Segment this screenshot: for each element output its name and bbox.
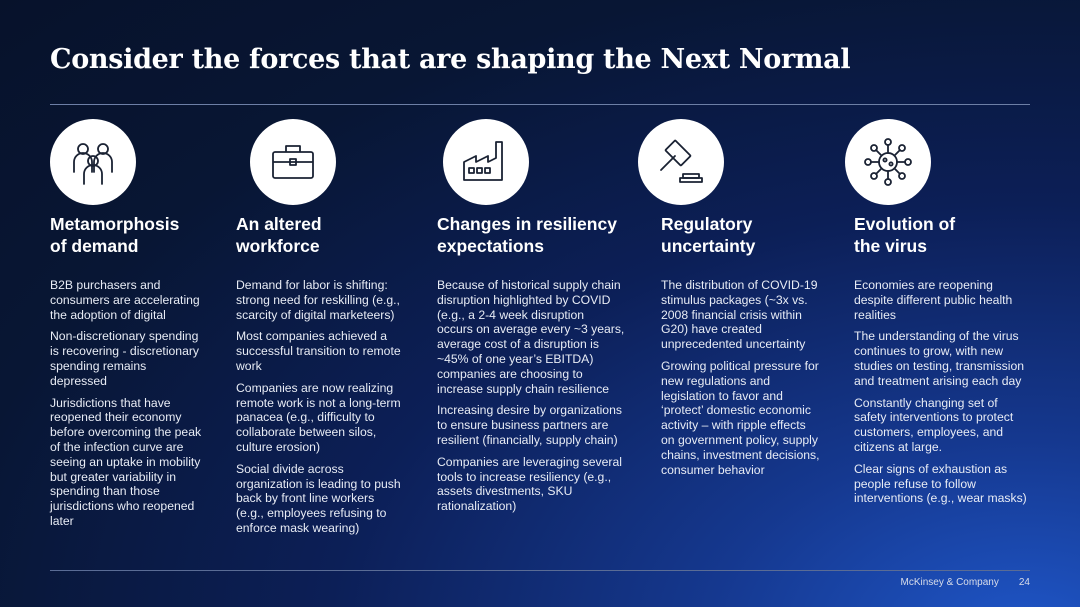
column-paragraph: Demand for labor is shifting: strong nee…	[236, 278, 400, 322]
column-paragraph: Jurisdictions that have reopened their e…	[50, 395, 202, 528]
factory-icon	[443, 119, 529, 205]
column-demand: Metamorphosis of demand B2B purchasers a…	[50, 119, 220, 536]
column-heading: Regulatory uncertainty	[661, 214, 756, 256]
column-paragraph: Companies are leveraging several tools t…	[437, 454, 622, 514]
column-paragraph: Constantly changing set of safety interv…	[854, 395, 1014, 454]
gavel-icon	[638, 119, 724, 205]
column-paragraph: Growing political pressure for new regul…	[661, 358, 820, 477]
footer-divider	[50, 570, 1030, 571]
column-regulatory: Regulatory uncertainty The distribution …	[638, 119, 841, 484]
column-heading: Metamorphosis of demand	[50, 214, 180, 256]
page-title: Consider the forces that are shaping the…	[50, 44, 851, 75]
virus-icon	[845, 119, 931, 205]
footer-brand: McKinsey & Company	[900, 577, 999, 588]
footer: McKinsey & Company 24	[901, 577, 1031, 588]
people-icon	[50, 119, 136, 205]
page-number: 24	[1018, 577, 1030, 588]
column-paragraph: The distribution of COVID-19 stimulus pa…	[661, 278, 818, 352]
column-paragraph: Increasing desire by organizations to en…	[437, 403, 622, 447]
column-paragraph: Most companies achieved a successful tra…	[236, 329, 401, 373]
column-paragraph: Because of historical supply chain disru…	[437, 278, 625, 396]
column-heading: An altered workforce	[236, 214, 322, 256]
column-heading: Changes in resiliency expectations	[437, 214, 617, 256]
column-paragraph: Economies are reopening despite differen…	[854, 278, 1013, 322]
briefcase-icon	[250, 119, 336, 205]
column-resiliency: Changes in resiliency expectations Becau…	[437, 119, 647, 521]
column-paragraph: Social divide across organization is lea…	[236, 461, 401, 535]
column-paragraph: The understanding of the virus continues…	[854, 329, 1025, 388]
column-paragraph: Clear signs of exhaustion as people refu…	[854, 461, 1027, 506]
column-paragraph: B2B purchasers and consumers are acceler…	[50, 278, 200, 322]
column-paragraph: Non-discretionary spending is recovering…	[50, 329, 200, 388]
column-virus: Evolution of the virus Economies are reo…	[845, 119, 1044, 513]
column-heading: Evolution of the virus	[854, 214, 956, 256]
column-workforce: An altered workforce Demand for labor is…	[236, 119, 421, 543]
title-divider	[50, 104, 1030, 105]
column-paragraph: Companies are now realizing remote work …	[236, 380, 401, 454]
